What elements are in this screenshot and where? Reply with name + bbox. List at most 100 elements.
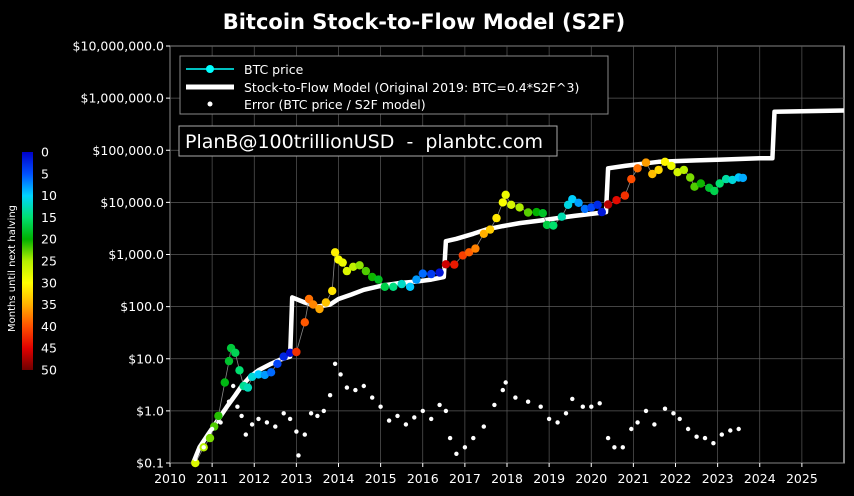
btc-price-point (206, 434, 214, 442)
btc-price-point (225, 357, 233, 365)
btc-price-point (231, 349, 239, 357)
x-tick-label: 2014 (323, 471, 355, 486)
colorbar-ticks: 05101520253035404550 (41, 145, 57, 378)
x-tick-label: 2012 (238, 471, 270, 486)
error-point (193, 457, 197, 461)
error-point (663, 407, 667, 411)
colorbar-tick-label: 40 (41, 319, 57, 334)
btc-price-point (515, 203, 523, 211)
y-tick-label: $10.0 (128, 351, 164, 366)
colorbar-tick-label: 50 (41, 363, 57, 378)
error-point (547, 417, 551, 421)
btc-price-point (710, 187, 718, 195)
y-tick-label: $100.0 (120, 299, 164, 314)
btc-price-point (598, 208, 606, 216)
btc-price-point (427, 270, 435, 278)
error-point (412, 415, 416, 419)
annotation-box: PlanB@100trillionUSD - planbtc.com (179, 126, 557, 156)
error-point (598, 401, 602, 405)
btc-price-point (604, 200, 612, 208)
btc-price-point (697, 179, 705, 187)
colorbar-tick-label: 15 (41, 210, 57, 225)
btc-price-point (612, 196, 620, 204)
error-point (210, 427, 214, 431)
legend-label-btc-price: BTC price (244, 62, 304, 77)
btc-price-point (593, 201, 601, 209)
error-point (421, 409, 425, 413)
error-point (539, 405, 543, 409)
error-point (482, 424, 486, 428)
x-tick-label: 2019 (533, 471, 565, 486)
error-point (492, 403, 496, 407)
error-point (644, 409, 648, 413)
btc-price-point (435, 268, 443, 276)
btc-price-point (381, 283, 389, 291)
x-tick-label: 2011 (196, 471, 228, 486)
btc-price-point (539, 209, 547, 217)
colorbar-tick-label: 25 (41, 254, 57, 269)
error-point (635, 420, 639, 424)
error-point (282, 411, 286, 415)
btc-price-point (680, 166, 688, 174)
error-point (309, 411, 313, 415)
error-point (294, 429, 298, 433)
btc-price-point (292, 348, 300, 356)
btc-price-point (524, 208, 532, 216)
btc-price-point (235, 366, 243, 374)
error-point (362, 384, 366, 388)
btc-price-point (654, 166, 662, 174)
x-tick-label: 2015 (365, 471, 397, 486)
colorbar-tick-label: 5 (41, 166, 49, 181)
btc-price-point (355, 261, 363, 269)
btc-price-point (267, 368, 275, 376)
error-point (621, 445, 625, 449)
colorbar-tick-label: 30 (41, 275, 57, 290)
btc-price-point (450, 260, 458, 268)
btc-price-point (362, 267, 370, 275)
error-point (671, 411, 675, 415)
legend-label-error: Error (BTC price / S2F model) (244, 97, 426, 112)
btc-price-point (574, 199, 582, 207)
error-point (265, 420, 269, 424)
btc-price-point (419, 269, 427, 277)
error-point (728, 428, 732, 432)
legend-marker-error (208, 102, 213, 107)
error-point (296, 453, 300, 457)
error-point (703, 436, 707, 440)
error-point (370, 395, 374, 399)
btc-price-point (315, 305, 323, 313)
legend: BTC price Stock-to-Flow Model (Original … (180, 56, 608, 114)
error-point (353, 388, 357, 392)
x-tick-label: 2016 (407, 471, 439, 486)
error-point (694, 435, 698, 439)
colorbar-tick-label: 35 (41, 297, 57, 312)
btc-price-point (244, 383, 252, 391)
error-point (737, 427, 741, 431)
error-point (250, 422, 254, 426)
error-point (429, 417, 433, 421)
error-point (437, 403, 441, 407)
btc-price-point (322, 298, 330, 306)
btc-price-point (214, 412, 222, 420)
btc-price-point (328, 287, 336, 295)
y-tick-label: $1,000,000.0 (81, 91, 165, 106)
error-point (315, 414, 319, 418)
legend-marker-btc-price (206, 65, 214, 73)
btc-price-point (549, 221, 557, 229)
colorbar-gradient (22, 152, 33, 370)
error-point (471, 436, 475, 440)
x-tick-label: 2021 (617, 471, 649, 486)
error-point (387, 418, 391, 422)
x-tick-label: 2018 (491, 471, 523, 486)
x-tick-label: 2020 (575, 471, 607, 486)
error-point (501, 388, 505, 392)
btc-price-point (374, 275, 382, 283)
error-point (256, 417, 260, 421)
error-point (720, 432, 724, 436)
colorbar-tick-label: 45 (41, 341, 57, 356)
error-point (629, 427, 633, 431)
x-tick-label: 2023 (702, 471, 734, 486)
btc-price-point (471, 244, 479, 252)
error-point (564, 411, 568, 415)
error-point (513, 395, 517, 399)
